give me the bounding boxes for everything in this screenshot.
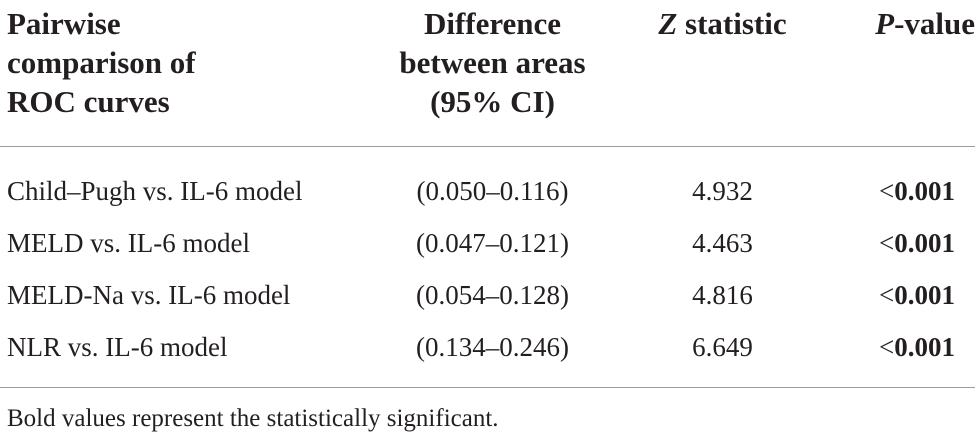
header-pairwise-comparison: Pairwise comparison of ROC curves (7, 6, 196, 119)
comparison-cell: MELD-Na vs. IL-6 model (7, 280, 291, 310)
p-value-cell: <0.001 (879, 332, 955, 362)
table-footnote: Bold values represent the statistically … (7, 405, 499, 432)
comparison-cell: Child–Pugh vs. IL-6 model (7, 176, 303, 206)
header-difference-between-areas: Difference between areas (95% CI) (399, 6, 586, 119)
comparison-cell: MELD vs. IL-6 model (7, 228, 250, 258)
table-bottom-divider (0, 387, 975, 388)
p-value-cell: <0.001 (879, 280, 955, 310)
table-row: NLR vs. IL-6 model (0.134–0.246) 6.649 <… (0, 332, 975, 362)
z-cell: 6.649 (692, 332, 753, 362)
z-cell: 4.463 (692, 228, 753, 258)
ci-cell: (0.050–0.116) (416, 176, 569, 206)
ci-cell: (0.054–0.128) (416, 280, 569, 310)
ci-cell: (0.134–0.246) (416, 332, 569, 362)
table-row: MELD-Na vs. IL-6 model (0.054–0.128) 4.8… (0, 280, 975, 310)
header-p-value: P-value (875, 6, 975, 41)
table-row: MELD vs. IL-6 model (0.047–0.121) 4.463 … (0, 228, 975, 258)
z-cell: 4.932 (692, 176, 753, 206)
p-value-cell: <0.001 (879, 176, 955, 206)
z-cell: 4.816 (692, 280, 753, 310)
header-divider (0, 146, 975, 147)
header-z-statistic: Z statistic (658, 6, 787, 41)
table-row: Child–Pugh vs. IL-6 model (0.050–0.116) … (0, 176, 975, 206)
p-value-cell: <0.001 (879, 228, 955, 258)
ci-cell: (0.047–0.121) (416, 228, 569, 258)
comparison-cell: NLR vs. IL-6 model (7, 332, 228, 362)
